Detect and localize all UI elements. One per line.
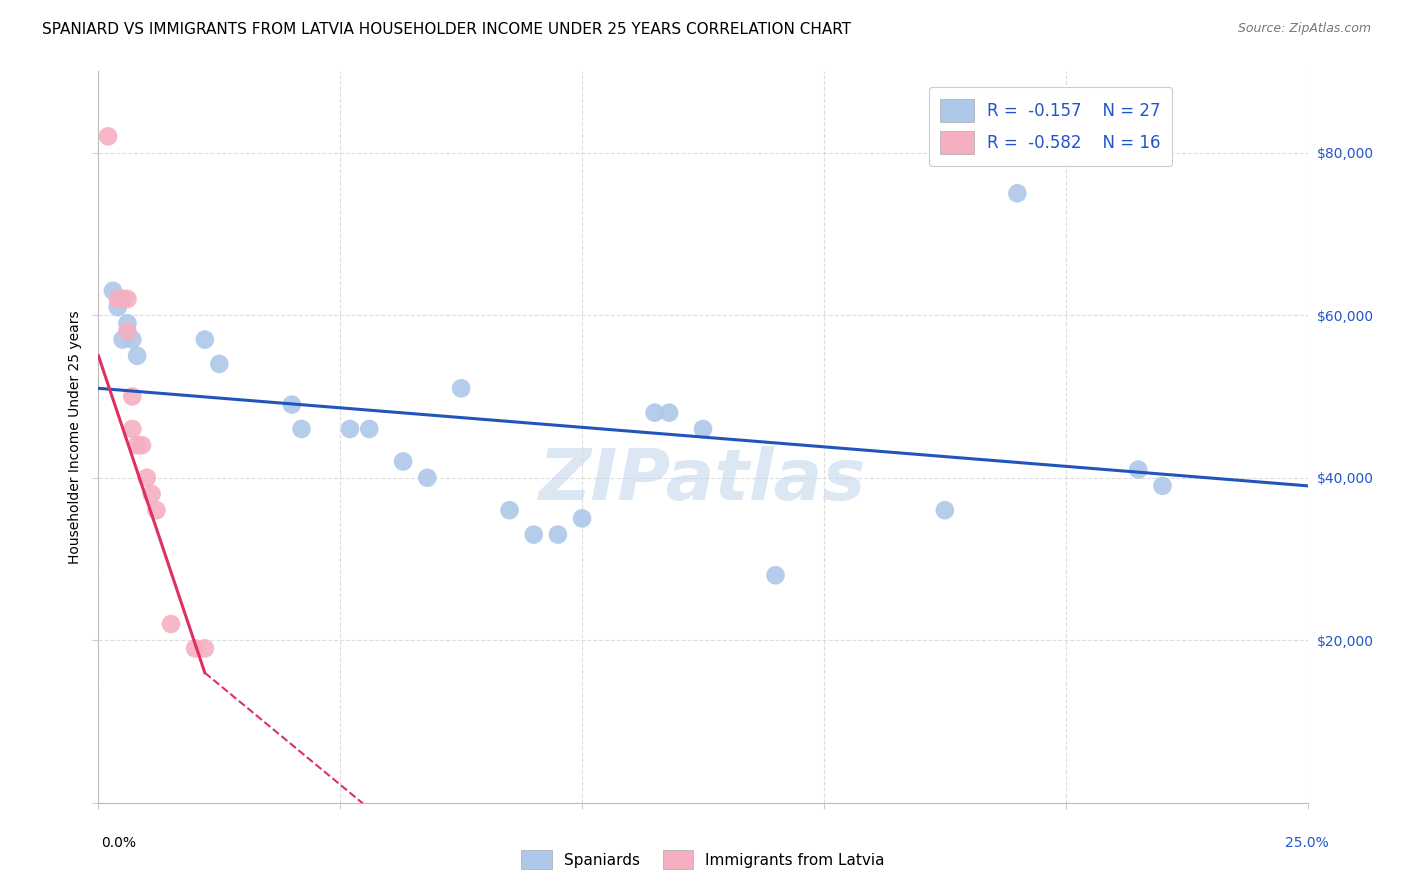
Point: [290, 422, 312, 436]
Point: [1152, 479, 1174, 493]
Point: [416, 471, 439, 485]
Point: [111, 292, 134, 306]
Point: [121, 422, 143, 436]
Point: [498, 503, 520, 517]
Point: [359, 422, 381, 436]
Point: [141, 487, 163, 501]
Point: [131, 438, 153, 452]
Point: [127, 438, 149, 452]
Point: [571, 511, 593, 525]
Point: [184, 641, 207, 656]
Point: [117, 325, 139, 339]
Y-axis label: Householder Income Under 25 years: Householder Income Under 25 years: [69, 310, 83, 564]
Point: [111, 333, 134, 347]
Point: [107, 292, 129, 306]
Point: [934, 503, 956, 517]
Point: [121, 333, 143, 347]
Legend: Spaniards, Immigrants from Latvia: Spaniards, Immigrants from Latvia: [515, 844, 891, 875]
Text: 25.0%: 25.0%: [1285, 836, 1329, 850]
Point: [117, 292, 139, 306]
Point: [107, 300, 129, 314]
Text: 0.0%: 0.0%: [101, 836, 136, 850]
Point: [127, 349, 149, 363]
Text: SPANIARD VS IMMIGRANTS FROM LATVIA HOUSEHOLDER INCOME UNDER 25 YEARS CORRELATION: SPANIARD VS IMMIGRANTS FROM LATVIA HOUSE…: [42, 22, 851, 37]
Point: [1128, 462, 1150, 476]
Point: [145, 503, 167, 517]
Legend: R =  -0.157    N = 27, R =  -0.582    N = 16: R = -0.157 N = 27, R = -0.582 N = 16: [929, 87, 1173, 166]
Point: [765, 568, 787, 582]
Point: [450, 381, 472, 395]
Point: [97, 129, 120, 144]
Point: [121, 389, 143, 403]
Point: [160, 617, 183, 632]
Text: ZIPatlas: ZIPatlas: [540, 447, 866, 516]
Text: Source: ZipAtlas.com: Source: ZipAtlas.com: [1237, 22, 1371, 36]
Point: [644, 406, 666, 420]
Point: [339, 422, 361, 436]
Point: [111, 292, 134, 306]
Point: [194, 333, 217, 347]
Point: [658, 406, 681, 420]
Point: [1007, 186, 1029, 201]
Point: [692, 422, 714, 436]
Point: [135, 471, 157, 485]
Point: [281, 398, 304, 412]
Point: [194, 641, 217, 656]
Point: [523, 527, 546, 541]
Point: [392, 454, 415, 468]
Point: [208, 357, 231, 371]
Point: [117, 316, 139, 330]
Point: [101, 284, 124, 298]
Point: [547, 527, 569, 541]
